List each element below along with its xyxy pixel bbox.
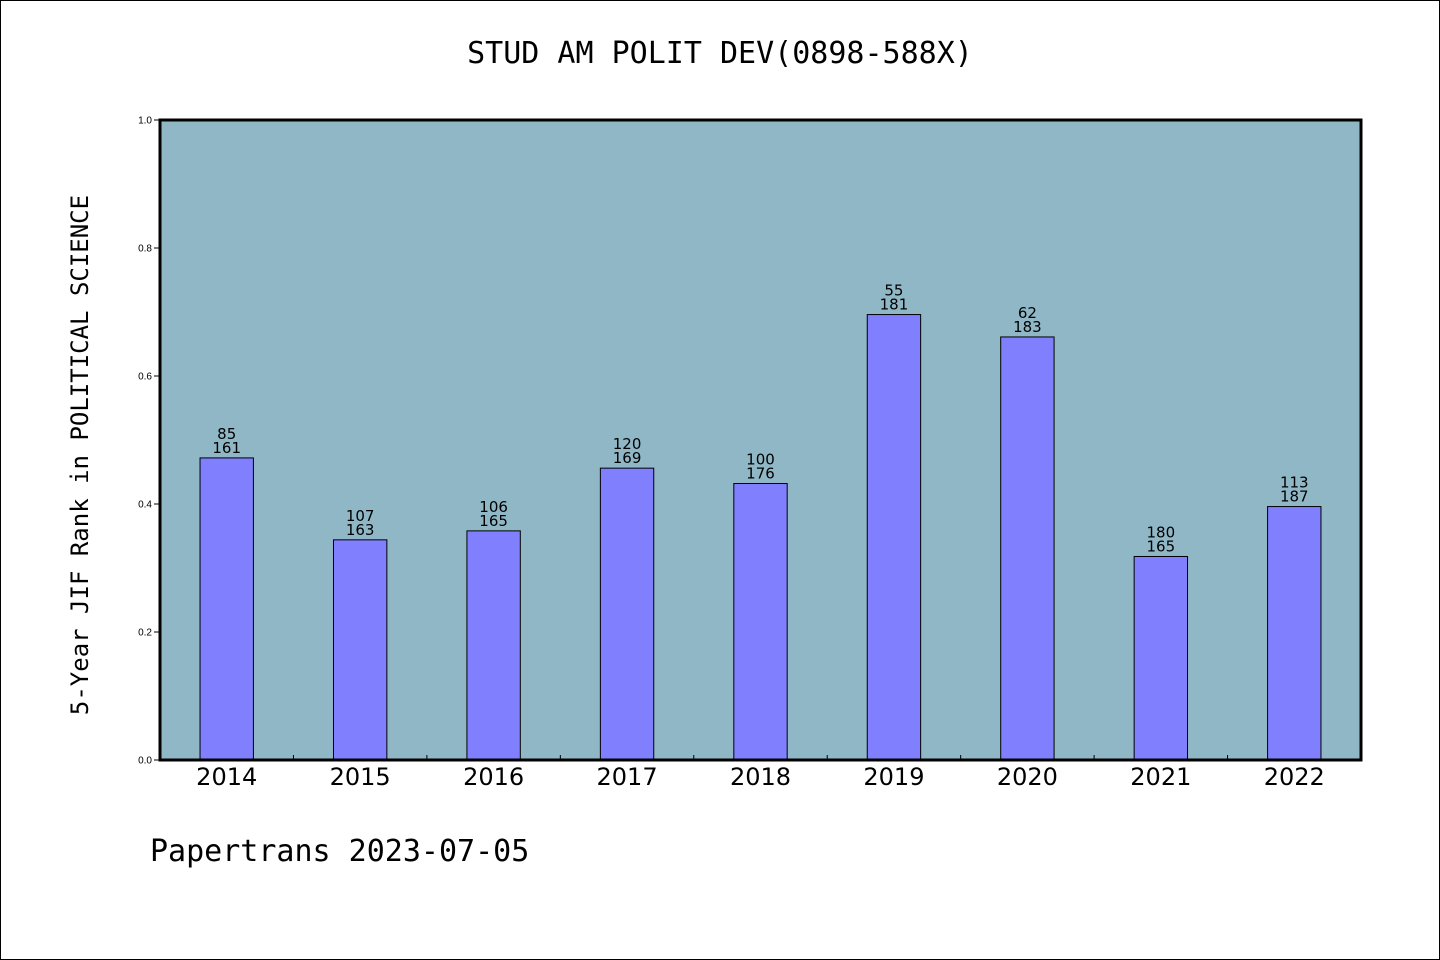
y-tick-label: 0.6: [138, 372, 152, 383]
bar-label-top: 85: [217, 425, 236, 443]
bar-2021: [1133, 555, 1189, 761]
y-tick-label: 0.8: [138, 244, 152, 255]
bar-2014: [199, 457, 254, 761]
bar-label-bottom: 169: [613, 449, 642, 467]
x-category-label: 2016: [463, 763, 524, 791]
x-category-label: 2019: [863, 763, 924, 791]
bar-2019: [866, 314, 922, 761]
bar-label-bottom: 181: [880, 296, 909, 314]
bar-label-bottom: 165: [479, 512, 508, 530]
x-category-label: 2020: [997, 763, 1058, 791]
x-category-label: 2021: [1130, 763, 1191, 791]
bar-label-top: 100: [746, 451, 775, 469]
bar-label-top: 62: [1018, 304, 1037, 322]
bar-2016: [466, 530, 521, 761]
bar-2015: [332, 539, 388, 761]
x-category-label: 2014: [196, 763, 257, 791]
bar-2020: [1000, 336, 1055, 761]
bar-label-bottom: 176: [746, 465, 775, 483]
bar-2017: [599, 467, 655, 761]
bar-label-top: 55: [884, 282, 903, 300]
bar-label-top: 113: [1280, 474, 1309, 492]
bar-label-top: 107: [346, 507, 375, 525]
bar-label-top: 120: [613, 435, 642, 453]
bar-label-bottom: 161: [212, 439, 241, 457]
y-tick-label: 0.4: [138, 500, 152, 511]
bar-label-top: 106: [479, 498, 508, 516]
x-category-label: 2015: [330, 763, 391, 791]
y-tick-label: 0.0: [138, 756, 152, 767]
y-tick-label: 0.2: [138, 628, 152, 639]
x-category-label: 2022: [1264, 763, 1325, 791]
bar-label-bottom: 183: [1013, 318, 1042, 336]
x-category-label: 2017: [597, 763, 658, 791]
bar-2018: [733, 483, 788, 761]
bar-label-bottom: 187: [1280, 488, 1309, 506]
bar-2022: [1267, 506, 1322, 761]
y-tick-label: 1.0: [138, 116, 152, 127]
plot-border: [158, 118, 1363, 762]
footer-credit: Papertrans 2023-07-05: [150, 834, 530, 869]
x-category-label: 2018: [730, 763, 791, 791]
chart-title: STUD AM POLIT DEV(0898-588X): [467, 36, 973, 71]
bar-label-bottom: 165: [1147, 537, 1176, 555]
bar-label-top: 180: [1147, 523, 1176, 541]
bar-label-bottom: 163: [346, 521, 375, 539]
